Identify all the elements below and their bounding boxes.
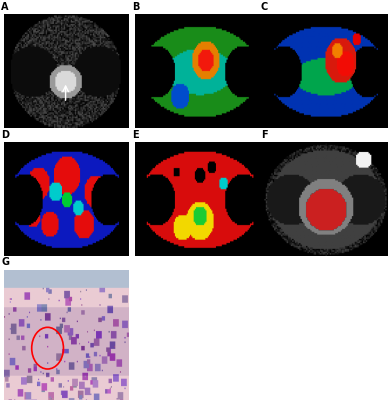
Text: F: F: [261, 130, 268, 140]
Text: E: E: [132, 130, 138, 140]
Text: C: C: [261, 2, 268, 12]
Text: G: G: [2, 257, 9, 267]
Text: D: D: [2, 130, 9, 140]
Text: A: A: [2, 2, 9, 12]
Text: B: B: [132, 2, 139, 12]
